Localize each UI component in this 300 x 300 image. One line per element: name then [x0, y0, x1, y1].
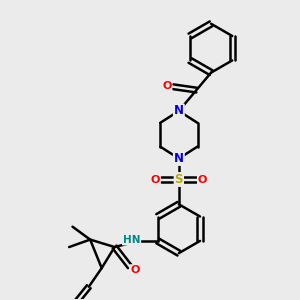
Text: O: O: [130, 265, 140, 275]
Text: N: N: [174, 152, 184, 165]
Text: O: O: [198, 175, 207, 184]
Text: HN: HN: [123, 235, 140, 244]
Text: N: N: [174, 104, 184, 118]
Text: O: O: [150, 175, 160, 184]
Text: S: S: [175, 173, 183, 186]
Text: O: O: [162, 81, 172, 91]
